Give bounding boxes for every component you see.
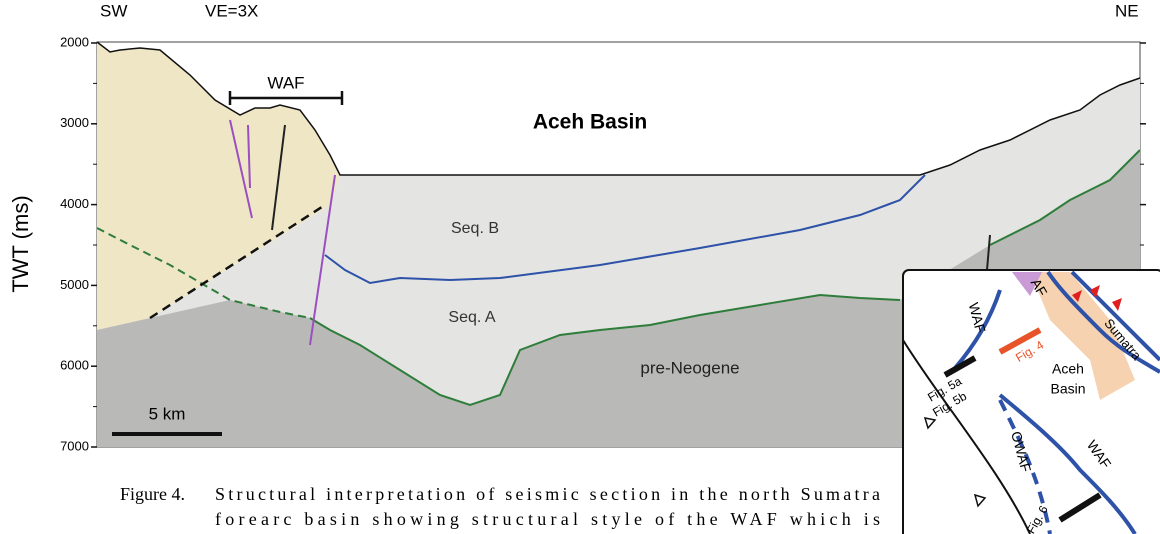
- label: 5 km: [149, 404, 186, 423]
- caption-line: forearc basin showing structural style o…: [215, 509, 880, 529]
- inset-label: Basin: [1050, 381, 1085, 397]
- y-tick-label: 5000: [60, 277, 89, 292]
- label: NE: [1115, 1, 1139, 20]
- y-tick-label: 3000: [60, 115, 89, 130]
- y-tick-label: 6000: [60, 358, 89, 373]
- label: WAF: [267, 73, 304, 92]
- y-tick-label: 4000: [60, 196, 89, 211]
- scale-bar: [112, 432, 222, 436]
- label: SW: [100, 1, 127, 20]
- label: pre-Neogene: [640, 358, 739, 377]
- inset-label: Aceh: [1052, 361, 1084, 377]
- label: Seq. A: [448, 309, 495, 326]
- inset-map: WAF AF Fig. 4 Fig. 5a Fig. 5b Aceh Basin…: [903, 270, 1160, 534]
- y-axis-title: TWT (ms): [8, 195, 33, 292]
- caption-label: Figure 4.: [120, 484, 185, 504]
- label: VE=3X: [205, 1, 258, 20]
- caption-line: Structural interpretation of seismic sec…: [215, 484, 880, 504]
- label: Aceh Basin: [533, 111, 647, 134]
- y-tick-label: 7000: [60, 438, 89, 453]
- figure: SW VE=3X NE WAF Aceh Basin Seq. B Seq. A…: [0, 0, 1160, 534]
- page: { "figure": { "labels": { "sw": "SW", "v…: [0, 0, 1160, 534]
- label: Seq. B: [451, 220, 499, 237]
- y-tick-label: 2000: [60, 34, 89, 49]
